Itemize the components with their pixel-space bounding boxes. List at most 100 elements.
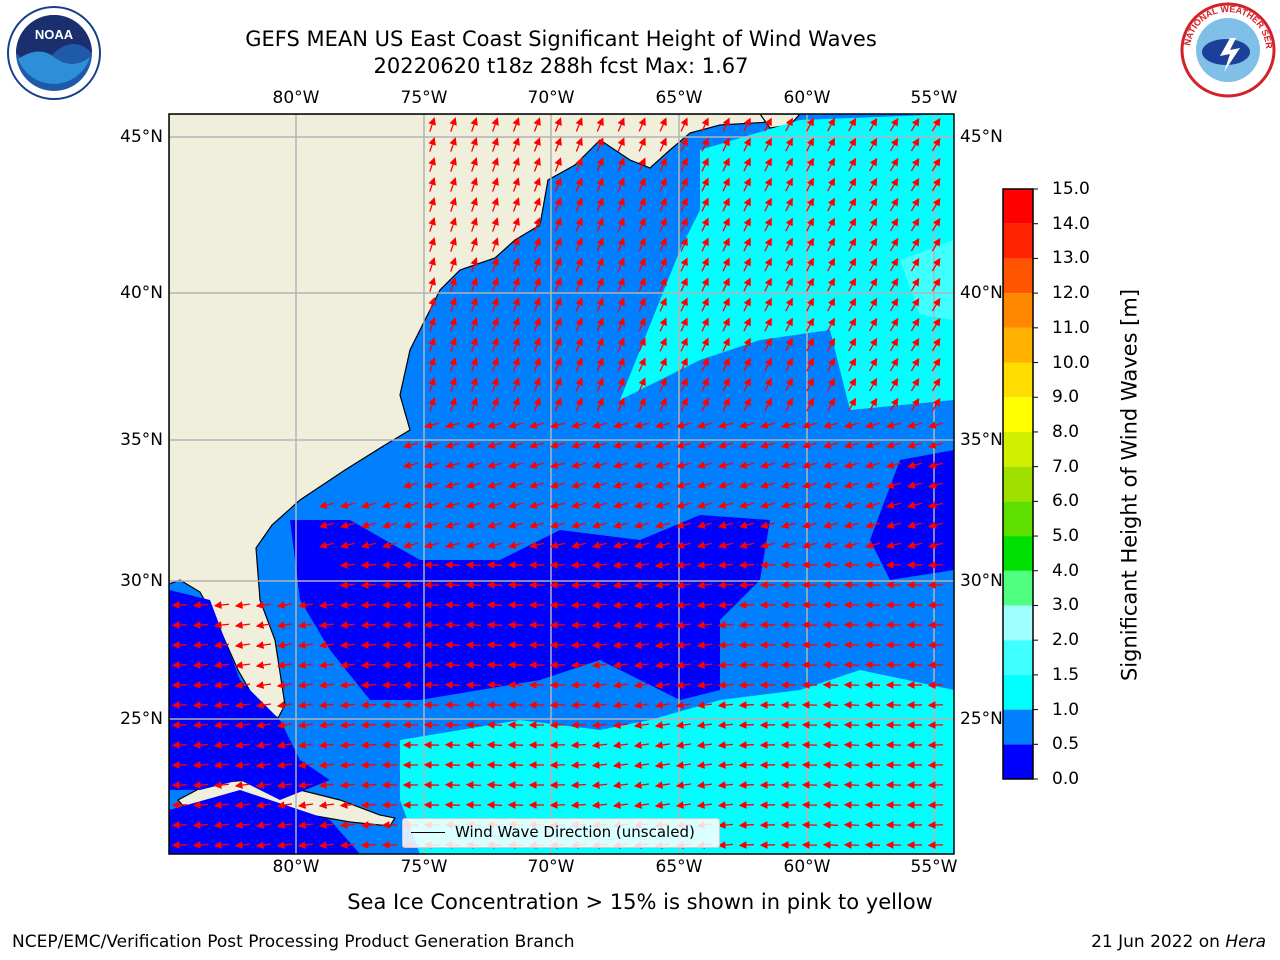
wave-arrow [465,541,481,549]
wave-arrow [931,177,941,192]
wave-arrow [512,217,520,232]
wave-arrow [297,661,314,669]
wave-arrow [654,561,671,569]
wave-arrow [738,681,755,689]
wave-arrow [633,741,650,749]
wave-arrow [868,137,878,152]
wave-arrow [596,397,604,412]
wave-arrow [868,237,878,252]
wave-arrow [444,421,460,429]
wave-arrow [738,561,755,569]
wave-arrow [848,237,857,252]
wave-arrow [806,257,814,272]
wave-arrow [785,357,793,372]
wave-arrow [465,601,482,609]
wave-arrow [533,137,541,152]
wave-arrow [554,357,562,372]
wave-arrow [701,277,709,292]
wave-arrow [617,137,625,152]
wave-arrow [806,137,814,152]
wave-arrow [575,277,583,292]
wave-arrow [470,237,478,252]
wave-arrow [910,237,920,252]
wave-arrow [533,337,541,352]
wave-arrow [654,501,670,509]
wave-arrow [402,521,418,529]
wave-arrow [255,681,272,689]
wave-arrow [717,581,734,589]
wave-arrow [255,821,272,829]
wave-arrow [680,237,688,252]
wave-arrow [638,237,646,252]
wave-arrow [801,501,817,509]
colorbar-tick-label: 9.0 [1052,387,1080,408]
wave-arrow [822,521,838,529]
wave-arrow [827,317,835,332]
wave-arrow [512,137,520,152]
wave-arrow [717,481,733,489]
wave-arrow [868,257,878,272]
wave-arrow [743,297,751,312]
wave-arrow [743,357,751,372]
wave-arrow [570,461,586,469]
wave-arrow [738,641,755,649]
wave-arrow [822,781,839,789]
wave-arrow [428,217,436,232]
sea-ice-footnote: Sea Ice Concentration > 15% is shown in … [347,890,933,914]
wave-arrow [638,197,646,212]
wave-arrow [276,621,293,629]
wave-arrow [738,801,755,809]
wave-arrow [360,661,377,669]
wave-arrow [297,681,314,689]
wave-arrow [276,761,293,769]
wave-arrow [843,561,860,569]
wave-arrow [617,257,625,272]
wave-arrow [360,641,377,649]
wave-arrow [428,157,436,172]
wave-arrow [638,357,646,372]
wave-arrow [444,721,461,729]
wave-arrow [780,441,796,449]
wave-arrow [868,357,878,372]
wave-arrow [486,661,503,669]
wave-arrow [297,641,314,649]
wave-arrow [806,377,814,392]
wave-arrow [449,237,457,252]
colorbar-tick-label: 4.0 [1052,560,1080,581]
wave-arrow [654,461,670,469]
wave-arrow [722,157,730,172]
wave-arrow [864,781,881,789]
wave-arrow [171,761,188,769]
wave-arrow [255,641,272,649]
wave-arrow [717,541,733,549]
wave-arrow [297,701,314,709]
wave-arrow [633,481,649,489]
wave-arrow [470,177,478,192]
wave-arrow [192,601,209,609]
wave-arrow [428,257,436,272]
wave-arrow [654,701,671,709]
wave-arrow [465,681,482,689]
lat-tick-label: 40°N [120,283,163,303]
wave-arrow [360,841,377,849]
wave-arrow [764,177,772,192]
wave-arrow [696,481,712,489]
wave-arrow [486,601,503,609]
wave-arrow [843,461,859,469]
wave-arrow [654,681,671,689]
wave-arrow [554,177,562,192]
wave-arrow [696,621,713,629]
lon-tick-label: 75°W [400,88,448,108]
wave-arrow [255,781,272,789]
wave-arrow [654,801,671,809]
wave-arrow [554,237,562,252]
wave-arrow [428,137,436,152]
wave-arrow [889,337,899,352]
wave-arrow [591,441,607,449]
wave-arrow [764,237,772,252]
wave-arrow [801,441,817,449]
wave-arrow [764,357,772,372]
wave-arrow [822,561,839,569]
wave-arrow [696,521,712,529]
wave-arrow [339,741,356,749]
